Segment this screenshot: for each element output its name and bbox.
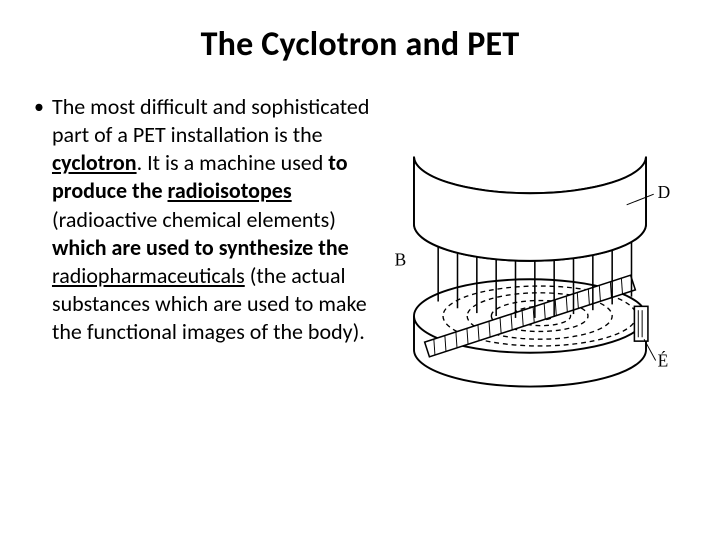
bullet-seg7: which are used to synthesize the — [52, 234, 349, 261]
bullet-text: The most difficult and sophisticated par… — [52, 93, 370, 346]
exit-slit — [634, 306, 648, 341]
bullet-seg1: The most difficult and sophisticated par… — [52, 93, 369, 148]
page-title: The Cyclotron and PET — [40, 24, 680, 65]
slide-container: The Cyclotron and PET • The most difficu… — [0, 0, 720, 540]
label-e: É — [658, 350, 669, 370]
content-row: • The most difficult and sophisticated p… — [40, 93, 680, 403]
bullet-seg3: . It is a machine used — [137, 149, 329, 176]
label-d: D — [658, 182, 671, 202]
bullet-seg2: cyclotron — [52, 149, 137, 176]
bullet-seg6: (radioactive chemical elements) — [52, 206, 336, 233]
bullet-block: • The most difficult and sophisticated p… — [40, 93, 370, 346]
cyclotron-figure: B D É — [380, 93, 680, 403]
cyclotron-svg: B D É — [385, 113, 675, 403]
label-b: B — [395, 250, 407, 270]
bullet-seg8: radiopharmaceuticals — [52, 262, 245, 289]
bullet-marker: • — [34, 93, 44, 121]
bullet-seg5: radioisotopes — [168, 177, 292, 204]
